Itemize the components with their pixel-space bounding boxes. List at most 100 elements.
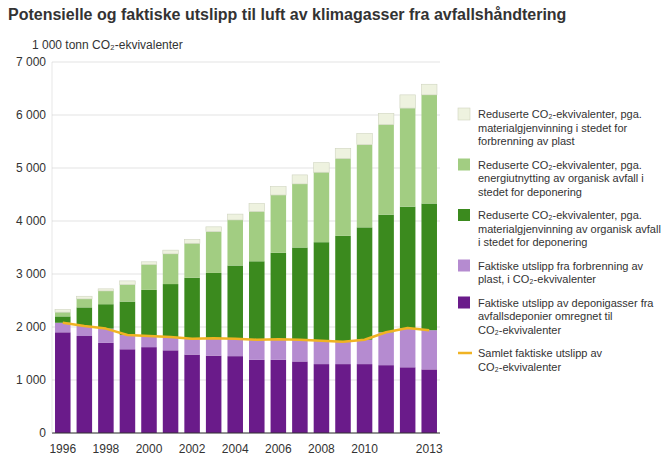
bar-segment (314, 364, 330, 433)
legend-label: Reduserte CO₂-ekvivalenter, pga.material… (478, 209, 661, 248)
legend-swatch (458, 297, 470, 309)
bar-segment (314, 172, 330, 242)
bar-segment (421, 369, 437, 433)
bar-segment (55, 312, 71, 316)
bar-segment (184, 278, 200, 339)
bar-segment (206, 356, 222, 433)
y-tick-label: 5 000 (16, 161, 46, 175)
bar-segment (141, 290, 157, 336)
bar-segment (120, 281, 136, 285)
bar-segment (98, 343, 114, 433)
bar-segment (357, 364, 373, 433)
bar-segment (55, 316, 71, 322)
bar-segment (378, 125, 394, 215)
bar-segment (378, 332, 394, 365)
bar-segment (141, 347, 157, 433)
bar-segment (357, 340, 373, 364)
bar-segment (77, 307, 93, 326)
bar-segment (249, 340, 265, 360)
bar-segment (378, 215, 394, 333)
grid-line (52, 62, 440, 63)
bar-segment (292, 248, 308, 340)
bar-segment (314, 341, 330, 364)
bar-segment (335, 342, 351, 364)
legend-label: Faktiske utslipp av deponigasser fraavfa… (478, 297, 654, 336)
bar-segment (292, 361, 308, 433)
grid-line (52, 433, 440, 434)
bar-segment (120, 285, 136, 302)
y-tick-label: 3 000 (16, 267, 46, 281)
bar-segment (163, 350, 179, 433)
bar-segment (227, 214, 243, 220)
bar-segment (227, 266, 243, 339)
bar-segment (206, 273, 222, 338)
bar-segment (98, 289, 114, 291)
bar-segment (77, 299, 93, 307)
bar-segment (249, 360, 265, 433)
bar-segment (141, 336, 157, 347)
title: Potensielle og faktiske utslipp til luft… (8, 6, 566, 23)
bar-segment (163, 250, 179, 254)
bar-segment (400, 328, 416, 367)
y-axis (52, 62, 53, 433)
bar-segment (120, 302, 136, 335)
bar-segment (400, 108, 416, 207)
line (63, 323, 429, 342)
bar-segment (357, 134, 373, 145)
x-tick-label: 2010 (351, 442, 378, 456)
bar-segment (400, 207, 416, 328)
chart: Potensielle og faktiske utslipp til luft… (0, 0, 672, 470)
bar-segment (421, 204, 437, 331)
x-tick-label: 2006 (265, 442, 292, 456)
bar-segment (227, 356, 243, 433)
bar-segment (141, 264, 157, 289)
bar-segment (400, 95, 416, 108)
bar-segment (184, 355, 200, 433)
bar-segment (357, 227, 373, 339)
bar-segment (163, 337, 179, 350)
bar-segment (271, 195, 287, 253)
legend-label: Reduserte CO₂-ekvivalenter, pga.energiut… (478, 159, 644, 198)
bar-segment (206, 227, 222, 232)
bar-segment (249, 204, 265, 212)
y-tick-label: 1 000 (16, 373, 46, 387)
x-tick-label: 1996 (49, 442, 76, 456)
y-tick-label: 0 (39, 426, 46, 440)
y-axis-label: 1 000 tonn CO₂-ekvivalenter (32, 38, 183, 52)
bar-segment (184, 339, 200, 355)
bar-segment (271, 360, 287, 433)
bar-segment (206, 232, 222, 273)
bar-segment (314, 163, 330, 173)
bar-segment (378, 365, 394, 433)
bar-segment (271, 187, 287, 195)
bar-segment (357, 145, 373, 228)
y-tick-label: 4 000 (16, 214, 46, 228)
bar-segment (249, 261, 265, 339)
bar-segment (421, 84, 437, 95)
legend-swatch (458, 209, 470, 221)
bar-segment (55, 310, 71, 313)
x-tick-label: 2000 (136, 442, 163, 456)
bar-segment (98, 304, 114, 328)
bar-segment (120, 335, 136, 349)
bar-segment (335, 148, 351, 158)
x-tick-label: 1998 (93, 442, 120, 456)
bar-segment (77, 296, 93, 299)
bar-segment (292, 340, 308, 362)
bar-segment (292, 184, 308, 248)
legend: Reduserte CO₂-ekvivalenter, pga.material… (458, 108, 661, 373)
bar-segment (120, 349, 136, 433)
legend-label: Reduserte CO₂-ekvivalenter, pga.material… (478, 108, 642, 147)
bar-segment (335, 364, 351, 433)
bar-segment (163, 254, 179, 284)
x-tick-label: 2002 (179, 442, 206, 456)
bar-segment (77, 336, 93, 433)
legend-label: Samlet faktiske utslipp avCO₂-ekvivalent… (478, 347, 603, 373)
bar-segment (184, 240, 200, 244)
bar-segment (98, 291, 114, 304)
bar-segment (227, 339, 243, 356)
legend-swatch (458, 352, 472, 355)
plot-area (55, 84, 437, 433)
legend-swatch (458, 260, 470, 272)
bar-segment (314, 242, 330, 341)
